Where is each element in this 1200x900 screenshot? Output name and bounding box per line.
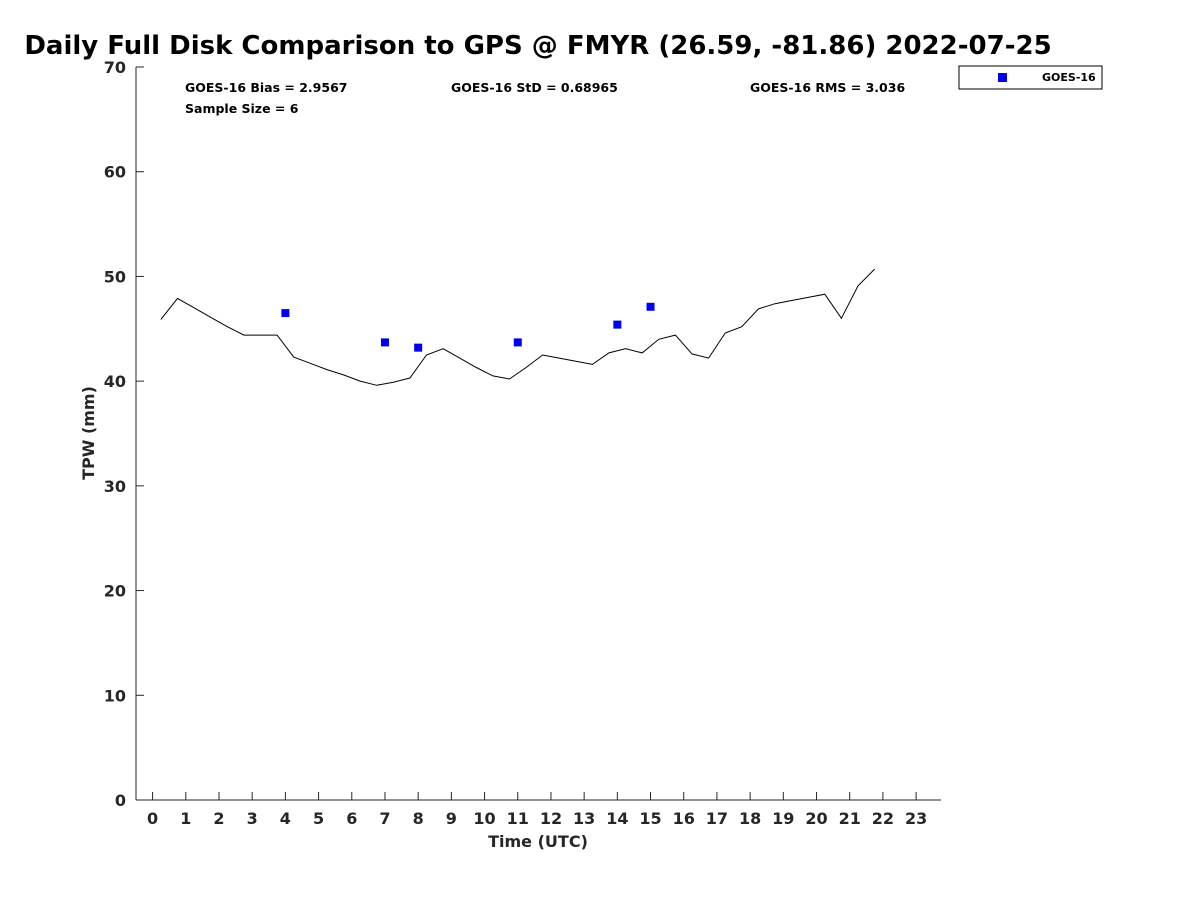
y-ticks: 0 10 20 30 40 50 60 70 [104,58,144,810]
x-tick-label: 15 [639,809,661,828]
gps-line [160,268,875,386]
y-tick-label: 50 [104,267,126,286]
x-tick-label: 7 [379,809,390,828]
legend-box [958,65,1103,90]
x-tick-label: 4 [280,809,291,828]
x-ticks: 0 1 2 3 4 5 6 7 8 9 10 11 12 13 14 15 16 17 18 19 20 21 22 23 [147,792,927,828]
legend-label-goes16: GOES-16 [1042,71,1096,84]
x-tick-label: 16 [673,809,695,828]
legend: GOES-16 [958,65,1103,90]
x-tick-label: 6 [346,809,357,828]
x-tick-label: 11 [507,809,529,828]
x-tick-label: 9 [446,809,457,828]
y-tick-label: 10 [104,686,126,705]
x-tick-label: 3 [247,809,258,828]
x-tick-label: 2 [213,809,224,828]
x-tick-label: 12 [540,809,562,828]
chart-title: Daily Full Disk Comparison to GPS @ FMYR… [24,31,1051,61]
y-tick-label: 20 [104,582,126,601]
goes16-points [281,302,655,352]
goes16-point [646,302,655,311]
y-tick-label: 70 [104,58,126,77]
y-tick-label: 0 [115,791,126,810]
x-tick-label: 0 [147,809,158,828]
x-tick-label: 23 [905,809,927,828]
x-tick-label: 18 [739,809,761,828]
stat-std: GOES-16 StD = 0.68965 [451,80,618,95]
goes16-point [613,320,622,329]
y-tick-label: 40 [104,372,126,391]
stat-rms: GOES-16 RMS = 3.036 [750,80,905,95]
x-tick-label: 17 [706,809,728,828]
goes16-point [281,309,290,318]
legend-marker [998,73,1007,82]
x-tick-label: 13 [573,809,595,828]
stat-sample-size: Sample Size = 6 [185,101,299,116]
x-tick-label: 5 [313,809,324,828]
x-tick-label: 8 [413,809,424,828]
x-tick-label: 14 [606,809,628,828]
x-tick-label: 1 [180,809,191,828]
stat-bias: GOES-16 Bias = 2.9567 [185,80,347,95]
x-axis-label: Time (UTC) [488,832,588,851]
x-tick-label: 20 [805,809,827,828]
x-tick-label: 22 [872,809,894,828]
y-tick-label: 30 [104,477,126,496]
y-tick-label: 60 [104,163,126,182]
goes16-point [380,338,389,347]
goes16-point [513,338,522,347]
goes16-point [414,343,423,352]
axes [135,67,941,801]
x-tick-label: 10 [473,809,495,828]
x-tick-label: 21 [839,809,861,828]
x-tick-label: 19 [772,809,794,828]
y-axis-label: TPW (mm) [79,386,98,480]
